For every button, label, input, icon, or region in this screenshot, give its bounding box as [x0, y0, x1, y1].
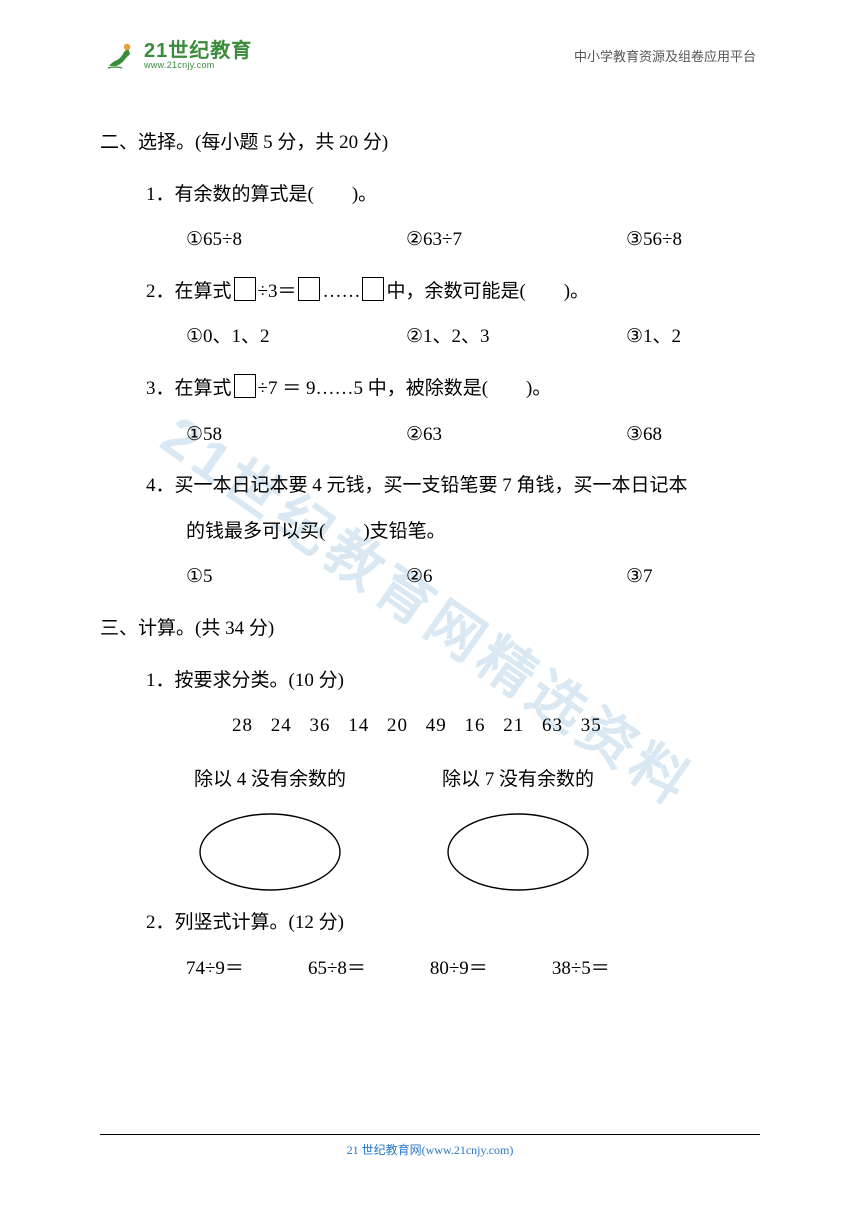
classify-col-b: 除以 7 没有余数的 [442, 757, 594, 895]
page-footer: 21 世纪教育网(www.21cnjy.com) [100, 1134, 760, 1158]
q2-2-opt3: ③1、2 [626, 314, 681, 360]
ellipse-b [443, 810, 593, 894]
q3-2-text: 2．列竖式计算。(12 分) [146, 900, 760, 946]
q2-3-pre: 3．在算式 [146, 378, 232, 399]
q2-3-opt1: ①58 [186, 412, 406, 458]
page-container: 21世纪教育 www.21cnjy.com 中小学教育资源及组卷应用平台 二、选… [0, 0, 860, 992]
q2-2-post: 中，余数可能是( )。 [386, 281, 589, 302]
question-2-3: 3．在算式 ÷7 ＝ 9……5 中，被除数是( )。 ①58 ②63 ③68 [100, 366, 760, 457]
q3-2-item4: 38÷5＝ [552, 946, 610, 992]
q2-3-opt3: ③68 [626, 412, 662, 458]
q2-1-options: ①65÷8 ②63÷7 ③56÷8 [146, 217, 760, 263]
q2-1-opt2: ②63÷7 [406, 217, 626, 263]
blank-box [298, 277, 320, 301]
q2-2-options: ①0、1、2 ②1、2、3 ③1、2 [146, 314, 760, 360]
q2-4-line2: 的钱最多可以买( )支铅笔。 [146, 509, 760, 555]
q2-1-text: 1．有余数的算式是( )。 [146, 172, 760, 218]
q2-4-options: ①5 ②6 ③7 [146, 554, 760, 600]
q2-1-opt3: ③56÷8 [626, 217, 682, 263]
q2-2-text: 2．在算式 ÷3＝ …… 中，余数可能是( )。 [146, 269, 760, 315]
classify-label-a: 除以 4 没有余数的 [194, 757, 346, 803]
q2-4-opt2: ②6 [406, 554, 626, 600]
blank-box [234, 277, 256, 301]
logo-sub-text: www.21cnjy.com [144, 61, 252, 70]
logo: 21世纪教育 www.21cnjy.com [104, 40, 252, 70]
q2-2-opt1: ①0、1、2 [186, 314, 406, 360]
q2-4-opt3: ③7 [626, 554, 653, 600]
section3-title: 三、计算。(共 34 分) [100, 606, 760, 652]
ellipse-a [195, 810, 345, 894]
q2-2-mid1: ÷3＝ [258, 281, 297, 302]
q2-3-text: 3．在算式 ÷7 ＝ 9……5 中，被除数是( )。 [146, 366, 760, 412]
q2-2-pre: 2．在算式 [146, 281, 232, 302]
blank-box [234, 374, 256, 398]
content-area: 二、选择。(每小题 5 分，共 20 分) 1．有余数的算式是( )。 ①65÷… [100, 120, 760, 992]
logo-icon [104, 40, 138, 70]
classify-col-a: 除以 4 没有余数的 [194, 757, 346, 895]
q3-2-item3: 80÷9＝ [430, 946, 488, 992]
question-3-1: 1．按要求分类。(10 分) 28 24 36 14 20 49 16 21 6… [100, 658, 760, 895]
q3-1-numbers: 28 24 36 14 20 49 16 21 63 35 [146, 703, 760, 749]
q2-1-opt1: ①65÷8 [186, 217, 406, 263]
classify-label-b: 除以 7 没有余数的 [442, 757, 594, 803]
question-2-4: 4．买一本日记本要 4 元钱，买一支铅笔要 7 角钱，买一本日记本 的钱最多可以… [100, 463, 760, 600]
header-right-text: 中小学教育资源及组卷应用平台 [574, 46, 756, 65]
q2-4-opt1: ①5 [186, 554, 406, 600]
q2-3-options: ①58 ②63 ③68 [146, 412, 760, 458]
page-header: 21世纪教育 www.21cnjy.com 中小学教育资源及组卷应用平台 [100, 40, 760, 70]
logo-text-block: 21世纪教育 www.21cnjy.com [144, 41, 252, 70]
logo-main-text: 21世纪教育 [144, 41, 252, 61]
section2-title: 二、选择。(每小题 5 分，共 20 分) [100, 120, 760, 166]
blank-box [362, 277, 384, 301]
q3-1-text: 1．按要求分类。(10 分) [146, 658, 760, 704]
q3-2-item2: 65÷8＝ [308, 946, 366, 992]
question-2-2: 2．在算式 ÷3＝ …… 中，余数可能是( )。 ①0、1、2 ②1、2、3 ③1、2 [100, 269, 760, 360]
q2-3-opt2: ②63 [406, 412, 626, 458]
q3-1-classify: 除以 4 没有余数的 除以 7 没有余数的 [146, 757, 760, 895]
q3-2-items: 74÷9＝ 65÷8＝ 80÷9＝ 38÷5＝ [146, 946, 760, 992]
question-3-2: 2．列竖式计算。(12 分) 74÷9＝ 65÷8＝ 80÷9＝ 38÷5＝ [100, 900, 760, 991]
question-2-1: 1．有余数的算式是( )。 ①65÷8 ②63÷7 ③56÷8 [100, 172, 760, 263]
q2-4-line1: 4．买一本日记本要 4 元钱，买一支铅笔要 7 角钱，买一本日记本 [146, 463, 760, 509]
q2-3-post: ÷7 ＝ 9……5 中，被除数是( )。 [258, 378, 552, 399]
q3-2-item1: 74÷9＝ [186, 946, 244, 992]
q2-2-mid2: …… [322, 281, 360, 302]
q2-2-opt2: ②1、2、3 [406, 314, 626, 360]
